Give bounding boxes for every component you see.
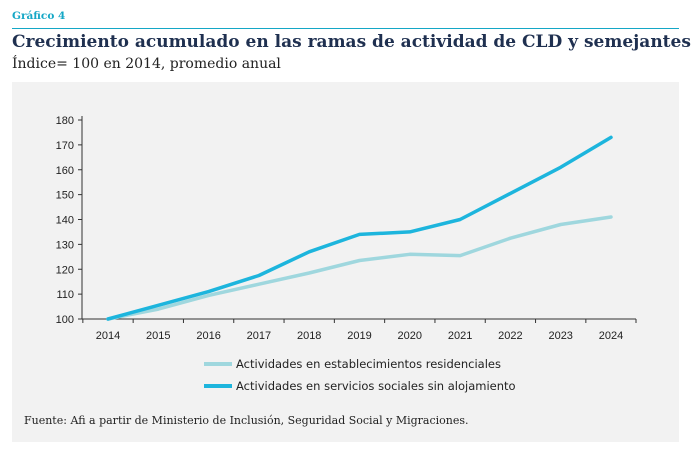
y-tick-label: 160: [56, 165, 74, 177]
x-tick-label: 2020: [398, 330, 422, 342]
series-line-2: [106, 135, 613, 321]
legend-label: Actividades en establecimientos residenc…: [236, 357, 501, 371]
y-tick-label: 100: [56, 314, 74, 326]
legend-label: Actividades en servicios sociales sin al…: [236, 379, 516, 393]
x-tick-label: 2024: [599, 330, 623, 342]
source-note: Fuente: Afi a partir de Ministerio de In…: [24, 414, 469, 427]
x-tick-label: 2016: [196, 330, 220, 342]
chart-title: Crecimiento acumulado en las ramas de ac…: [12, 32, 691, 52]
chart-panel: [12, 82, 679, 442]
x-tick-label: 2019: [347, 330, 371, 342]
y-tick-label: 180: [56, 115, 74, 127]
x-tick-label: 2014: [96, 330, 120, 342]
series-line-1: [106, 215, 613, 321]
chart-subtitle: Índice= 100 en 2014, promedio anual: [12, 56, 281, 72]
header-rule: [12, 28, 679, 29]
x-tick-label: 2021: [448, 330, 472, 342]
x-tick-label: 2022: [498, 330, 522, 342]
x-tick-label: 2017: [247, 330, 271, 342]
y-tick-label: 140: [56, 215, 74, 227]
y-tick-label: 130: [56, 239, 74, 251]
y-tick-label: 170: [56, 140, 74, 152]
y-tick-label: 120: [56, 264, 74, 276]
chart-kicker: Gráfico 4: [12, 10, 66, 22]
x-tick-label: 2015: [146, 330, 170, 342]
y-tick-label: 150: [56, 190, 74, 202]
y-tick-label: 110: [56, 289, 74, 301]
x-tick-label: 2023: [548, 330, 572, 342]
x-tick-label: 2018: [297, 330, 321, 342]
